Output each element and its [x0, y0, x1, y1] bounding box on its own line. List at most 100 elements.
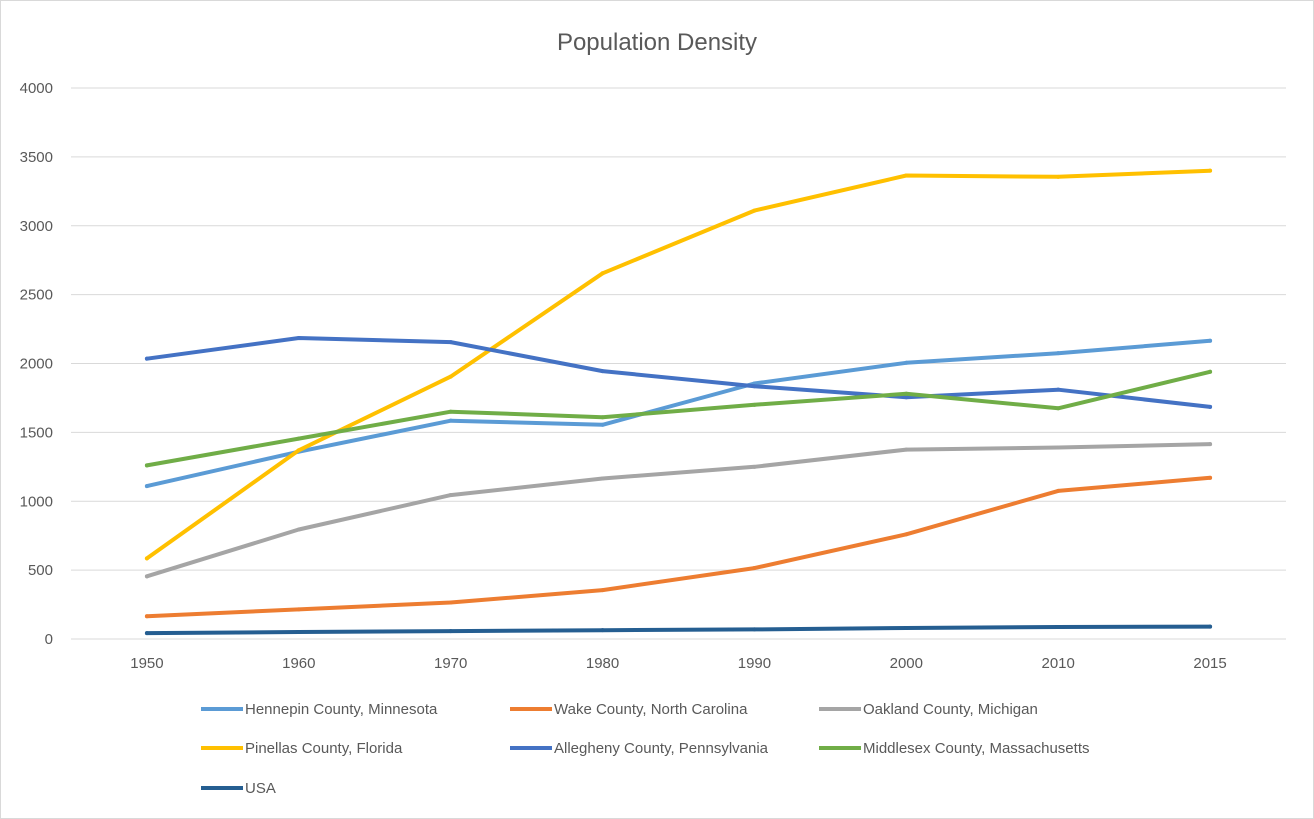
data-point — [600, 422, 605, 427]
series-line — [144, 475, 1213, 619]
chart-title: Population Density — [557, 29, 757, 56]
data-point — [144, 356, 149, 361]
data-point — [296, 336, 301, 341]
series-line — [144, 336, 1213, 409]
x-axis-ticks: 1950 1960 1970 1980 1990 2000 2010 2015 — [130, 655, 1227, 672]
data-point — [448, 600, 453, 605]
data-point — [144, 574, 149, 579]
data-point — [752, 627, 757, 632]
series-4 — [144, 336, 1213, 409]
data-point — [600, 628, 605, 633]
data-point — [144, 463, 149, 468]
data-point — [448, 418, 453, 423]
data-point — [296, 448, 301, 453]
data-point — [144, 614, 149, 619]
x-tick-label: 2000 — [890, 655, 923, 672]
data-point — [904, 625, 909, 630]
legend-item: Oakland County, Michigan — [819, 701, 1038, 718]
y-tick-label: 500 — [28, 562, 53, 579]
data-point — [448, 629, 453, 634]
legend-label: USA — [245, 780, 276, 797]
series-2 — [144, 442, 1213, 579]
y-tick-label: 2000 — [20, 356, 53, 373]
x-tick-label: 2010 — [1042, 655, 1075, 672]
data-point — [1056, 488, 1061, 493]
legend-item: Allegheny County, Pennsylvania — [510, 740, 769, 757]
data-point — [448, 409, 453, 414]
data-point — [1056, 625, 1061, 630]
data-point — [1208, 624, 1213, 629]
data-point — [600, 415, 605, 420]
data-point — [1056, 445, 1061, 450]
legend-item: Middlesex County, Massachusetts — [819, 740, 1090, 757]
x-tick-label: 1980 — [586, 655, 619, 672]
legend-label: Hennepin County, Minnesota — [245, 701, 438, 718]
y-tick-label: 3000 — [20, 218, 53, 235]
data-point — [144, 631, 149, 636]
series-lines — [144, 168, 1213, 636]
series-line — [144, 624, 1213, 636]
legend-item: Pinellas County, Florida — [201, 740, 403, 757]
data-point — [752, 208, 757, 213]
data-point — [904, 395, 909, 400]
data-point — [296, 527, 301, 532]
data-point — [600, 369, 605, 374]
data-point — [1208, 475, 1213, 480]
data-point — [1056, 351, 1061, 356]
x-tick-label: 1990 — [738, 655, 771, 672]
x-tick-label: 1970 — [434, 655, 467, 672]
data-point — [1208, 404, 1213, 409]
data-point — [600, 476, 605, 481]
data-point — [904, 447, 909, 452]
data-point — [752, 464, 757, 469]
legend-item: USA — [201, 780, 276, 797]
series-line — [144, 338, 1213, 489]
data-point — [600, 271, 605, 276]
series-line — [144, 442, 1213, 579]
series-5 — [144, 369, 1213, 468]
y-tick-label: 4000 — [20, 80, 53, 97]
series-6 — [144, 624, 1213, 636]
y-tick-label: 1000 — [20, 493, 53, 510]
data-point — [1208, 442, 1213, 447]
data-point — [1056, 174, 1061, 179]
data-point — [752, 384, 757, 389]
legend: Hennepin County, Minnesota Wake County, N… — [201, 701, 1090, 797]
y-tick-label: 1500 — [20, 424, 53, 441]
data-point — [296, 436, 301, 441]
data-point — [1208, 369, 1213, 374]
legend-label: Pinellas County, Florida — [245, 740, 403, 757]
data-point — [1056, 387, 1061, 392]
x-tick-label: 1960 — [282, 655, 315, 672]
data-point — [448, 374, 453, 379]
series-0 — [144, 338, 1213, 489]
data-point — [448, 493, 453, 498]
y-tick-label: 3500 — [20, 149, 53, 166]
data-point — [904, 360, 909, 365]
series-line — [144, 168, 1213, 561]
gridlines — [71, 87, 1286, 640]
data-point — [144, 484, 149, 489]
legend-label: Oakland County, Michigan — [863, 701, 1038, 718]
data-point — [752, 402, 757, 407]
series-3 — [144, 168, 1213, 561]
data-point — [600, 588, 605, 593]
data-point — [296, 607, 301, 612]
data-point — [1056, 406, 1061, 411]
y-tick-label: 2500 — [20, 287, 53, 304]
series-1 — [144, 475, 1213, 619]
legend-label: Wake County, North Carolina — [554, 701, 748, 718]
data-point — [752, 566, 757, 571]
legend-label: Allegheny County, Pennsylvania — [554, 740, 769, 757]
data-point — [1208, 168, 1213, 173]
legend-item: Hennepin County, Minnesota — [201, 701, 438, 718]
data-point — [144, 556, 149, 561]
data-point — [448, 340, 453, 345]
data-point — [296, 629, 301, 634]
y-tick-label: 0 — [45, 631, 53, 648]
y-axis-ticks: 0 500 1000 1500 2000 2500 3000 3500 4000 — [20, 80, 53, 648]
legend-label: Middlesex County, Massachusetts — [863, 740, 1090, 757]
data-point — [904, 173, 909, 178]
